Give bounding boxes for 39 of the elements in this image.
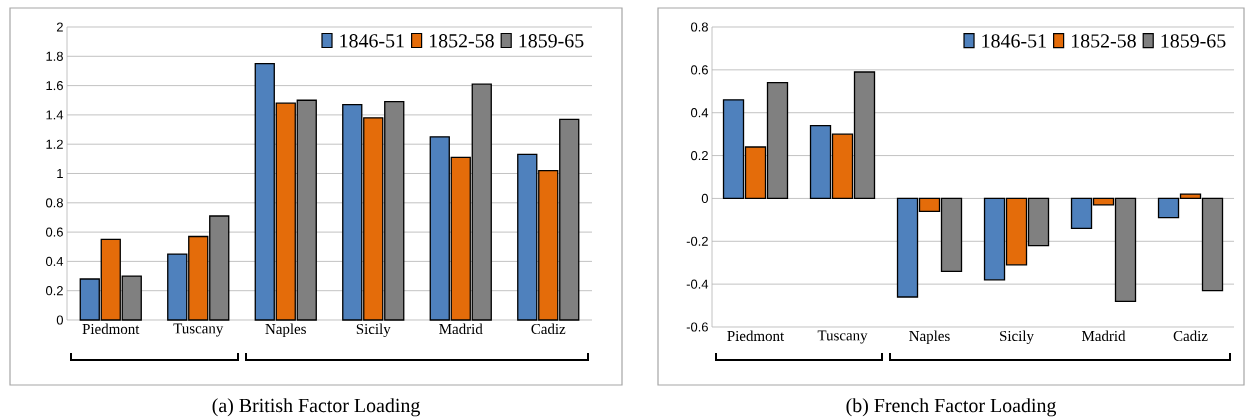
y-tick-label: 0.4 xyxy=(45,256,64,266)
x-tick-label: Sicily xyxy=(1000,330,1034,345)
x-tick-label: Cadiz xyxy=(531,323,566,335)
x-tick-label: Madrid xyxy=(439,323,483,335)
y-tick-label: 2 xyxy=(56,22,63,32)
text: (a) British Factor Loading xyxy=(212,398,420,417)
y-tick-label: 0 xyxy=(56,315,63,325)
x-tick-label: Piedmont xyxy=(82,323,140,335)
x-tick-label: Cadiz xyxy=(1173,330,1208,342)
x-tick-label: Madrid xyxy=(1081,330,1126,342)
x-tick-label: Tuscany xyxy=(173,323,224,337)
y-tick-label: 0.8 xyxy=(690,22,708,32)
text: (b) French Factor Loading xyxy=(846,398,1057,417)
y-tick-label: 1.4 xyxy=(46,110,64,120)
x-tick-label: Sicily xyxy=(356,323,391,338)
y-tick-label: -0.4 xyxy=(686,279,709,289)
legend-label: 1846-51 xyxy=(982,34,1046,48)
y-tick-label: 0.2 xyxy=(45,286,63,296)
y-tick-label: 1.2 xyxy=(46,139,63,149)
y-tick-label: -0.2 xyxy=(686,236,708,246)
y-tick-label: -0.6 xyxy=(686,322,708,332)
legend-label: 1859-65 xyxy=(519,34,584,48)
y-tick-label: 0.6 xyxy=(690,65,708,75)
x-tick-label: Naples xyxy=(909,330,950,345)
y-tick-label: 0 xyxy=(701,193,708,204)
y-tick-label: 0.6 xyxy=(45,227,63,237)
x-tick-label: Piedmont xyxy=(727,330,785,342)
y-tick-label: 0.8 xyxy=(45,198,63,208)
y-tick-label: 0.2 xyxy=(690,150,708,161)
x-tick-label: Naples xyxy=(265,323,306,338)
legend-label: 1846-51 xyxy=(340,34,404,48)
y-tick-label: 0.4 xyxy=(690,108,709,118)
legend-label: 1852-58 xyxy=(1071,34,1136,48)
y-tick-label: 1.8 xyxy=(46,51,63,61)
y-tick-label: 1 xyxy=(57,169,63,178)
y-tick-label: 1.6 xyxy=(46,81,63,91)
legend-label: 1852-58 xyxy=(429,34,494,48)
legend-label: 1859-65 xyxy=(1161,34,1226,48)
x-tick-label: Tuscany xyxy=(817,330,868,344)
